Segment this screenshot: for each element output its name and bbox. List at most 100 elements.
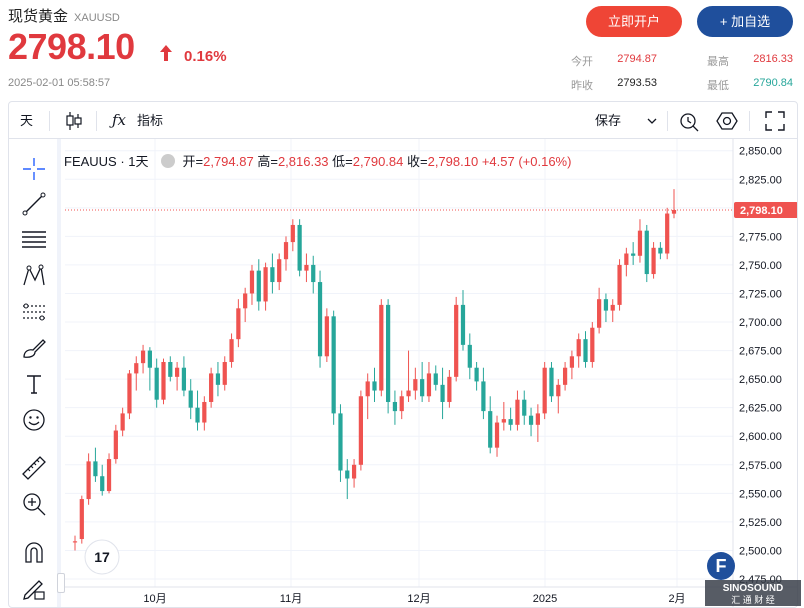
candle [297, 219, 302, 277]
candle-type-icon[interactable] [65, 111, 83, 131]
indicators-button[interactable]: 指标 [137, 113, 164, 128]
candle [100, 464, 105, 496]
candle-body [120, 413, 125, 431]
candle [249, 264, 255, 305]
candle-body [168, 362, 173, 377]
candle [195, 390, 200, 431]
candle [270, 253, 275, 294]
time-tick-label: 12月 [407, 593, 430, 605]
candle-body [399, 396, 404, 412]
candle-body [624, 253, 629, 265]
horizontal-lines-icon[interactable] [21, 227, 47, 253]
candle-body [243, 293, 248, 309]
candle [127, 369, 132, 420]
candle [72, 535, 78, 551]
price-tick-label: 2,675.00 [739, 346, 782, 358]
crosshair-icon[interactable] [21, 156, 47, 182]
candle [134, 356, 139, 391]
chart-widget: 天 ƒx 指标 保存 [8, 101, 798, 608]
settings-icon[interactable] [716, 110, 738, 132]
candle-body [270, 267, 275, 283]
candle-body [671, 209, 677, 214]
magnet-icon[interactable] [21, 539, 47, 565]
ruler-icon[interactable] [21, 455, 47, 481]
candle-body [617, 264, 622, 305]
candle-body [249, 270, 255, 294]
fullscreen-icon[interactable] [765, 111, 785, 131]
candle-body [454, 304, 459, 377]
trend-line-icon[interactable] [21, 191, 47, 217]
price-tick-label: 2,625.00 [739, 403, 782, 415]
candle-body [603, 299, 609, 311]
text-icon[interactable] [21, 371, 47, 397]
candle [222, 356, 227, 391]
candle [331, 310, 336, 425]
quote-high-label: 最高 [707, 56, 729, 68]
candle [624, 247, 629, 277]
legend-symbol: FEAUUS · 1天 [64, 154, 149, 169]
legend-low-label: 低= [332, 154, 353, 169]
open-account-button[interactable]: 立即开户 [586, 6, 682, 37]
toolbar-divider [749, 111, 750, 131]
candle-body [481, 381, 486, 412]
candle-body [338, 413, 343, 471]
candle-body [556, 384, 561, 397]
price-tick-label: 2,550.00 [739, 488, 782, 500]
candle-body [358, 396, 363, 465]
save-button[interactable]: 保存 [595, 113, 622, 128]
candle [174, 362, 180, 391]
candle-body [433, 373, 438, 385]
price-tick-label: 2,700.00 [739, 317, 782, 329]
candle [406, 350, 411, 402]
scroll-left-handle[interactable] [57, 573, 65, 593]
candle [481, 367, 486, 420]
candle [161, 358, 166, 405]
candle-body [311, 264, 316, 283]
candle-body [127, 373, 132, 414]
forecast-icon[interactable] [21, 299, 47, 325]
candle [597, 287, 602, 334]
candle [433, 365, 438, 391]
snapshot-icon[interactable] [679, 110, 701, 132]
candle-body [569, 356, 575, 368]
price-tick-label: 2,650.00 [739, 374, 782, 386]
candle [392, 390, 398, 425]
candle-body [528, 415, 534, 425]
quote-prev-close-label: 昨收 [571, 80, 593, 92]
candle-body [386, 304, 391, 402]
candle-body [610, 304, 615, 311]
candle-body [345, 470, 350, 479]
visibility-icon[interactable] [160, 154, 175, 168]
function-icon[interactable]: ƒx [112, 111, 127, 129]
candle-body [542, 367, 547, 414]
chart-toolbar: 天 ƒx 指标 保存 [9, 102, 797, 139]
candle [535, 404, 540, 442]
brush-icon[interactable] [21, 335, 47, 361]
quote-low-label: 最低 [707, 80, 729, 92]
price-tick-label: 2,500.00 [739, 545, 782, 557]
candle-body [651, 247, 656, 275]
candle [229, 333, 234, 368]
legend-high-value: 2,816.33 [277, 154, 329, 169]
candle-body [372, 381, 377, 391]
zoom-in-icon[interactable] [21, 491, 47, 517]
time-tick-label: 2025 [533, 593, 557, 605]
chevron-down-icon[interactable] [647, 116, 657, 126]
candle [79, 495, 84, 544]
svg-text:F: F [716, 556, 727, 576]
add-watchlist-button[interactable]: + 加自选 [697, 6, 793, 37]
candle [413, 367, 418, 400]
candle-body [147, 350, 152, 368]
candle [440, 367, 445, 420]
svg-text:汇 通 财 经: 汇 通 财 经 [731, 594, 775, 605]
price-chart[interactable]: 2,475.002,500.002,525.002,550.002,575.00… [65, 139, 798, 608]
pattern-icon[interactable] [21, 263, 47, 289]
candle-body [351, 464, 357, 479]
interval-selector[interactable]: 天 [20, 113, 34, 128]
candle-body [631, 253, 636, 256]
emoji-icon[interactable] [21, 407, 47, 433]
candle [494, 415, 500, 457]
lock-pencil-icon[interactable] [21, 575, 47, 601]
candle-body [277, 259, 282, 283]
candle [583, 331, 588, 368]
